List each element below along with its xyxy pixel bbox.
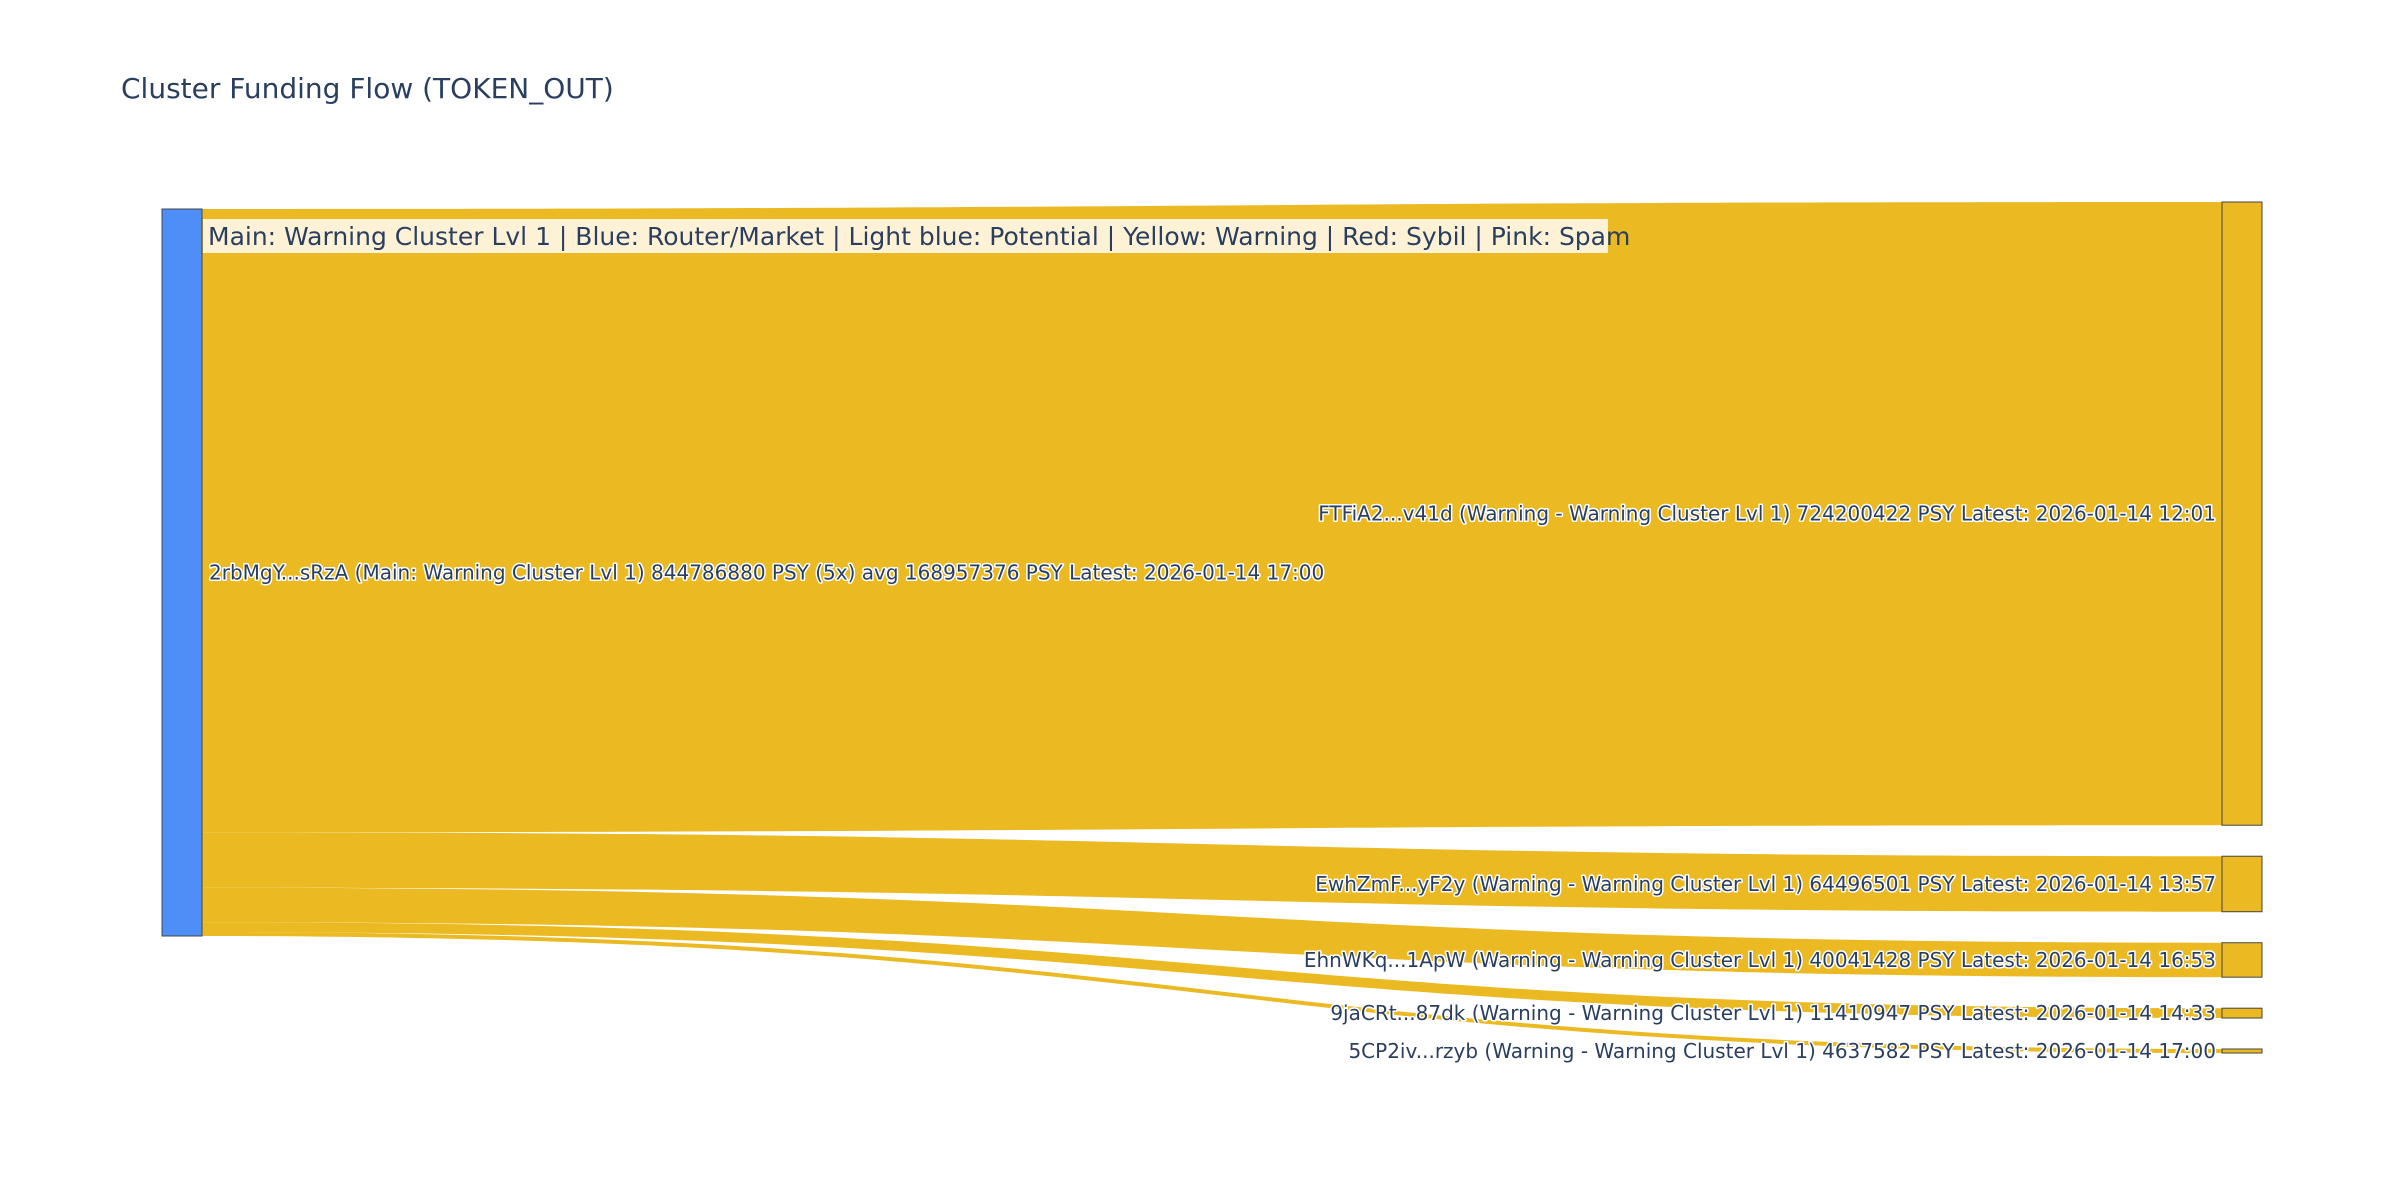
legend-background — [203, 219, 1608, 253]
target-node-label-5: 5CP2iv...rzyb (Warning - Warning Cluster… — [1348, 1039, 2216, 1063]
flow-link-3[interactable] — [202, 887, 2222, 978]
page-title: Cluster Funding Flow (TOKEN_OUT) — [121, 72, 614, 105]
legend-text: Main: Warning Cluster Lvl 1 | Blue: Rout… — [208, 222, 1630, 251]
target-node-2[interactable] — [2221, 855, 2263, 913]
source-node[interactable] — [161, 208, 203, 937]
flow-link-5[interactable] — [202, 932, 2222, 1054]
target-node-label-3: EhnWKq...1ApW (Warning - Warning Cluster… — [1304, 948, 2216, 972]
target-node-4[interactable] — [2221, 1007, 2263, 1019]
flow-link-4[interactable] — [202, 922, 2222, 1019]
target-node-label-4: 9jaCRt...87dk (Warning - Warning Cluster… — [1330, 1001, 2216, 1025]
nodes-layer — [161, 201, 2263, 1054]
target-node-5[interactable] — [2221, 1048, 2263, 1054]
target-node-1[interactable] — [2221, 201, 2263, 826]
links-layer — [202, 202, 2222, 1054]
flow-link-1[interactable] — [202, 202, 2222, 833]
target-node-label-2: EwhZmF...yF2y (Warning - Warning Cluster… — [1315, 872, 2216, 896]
source-node-label: 2rbMgY...sRzA (Main: Warning Cluster Lvl… — [209, 561, 1324, 585]
flow-link-2[interactable] — [202, 832, 2222, 912]
target-node-label-1: FTFiA2...v41d (Warning - Warning Cluster… — [1318, 502, 2216, 526]
target-node-3[interactable] — [2221, 942, 2263, 978]
labels-layer: 2rbMgY...sRzA (Main: Warning Cluster Lvl… — [208, 500, 2218, 1064]
legend-annotation: Main: Warning Cluster Lvl 1 | Blue: Rout… — [203, 219, 1630, 253]
